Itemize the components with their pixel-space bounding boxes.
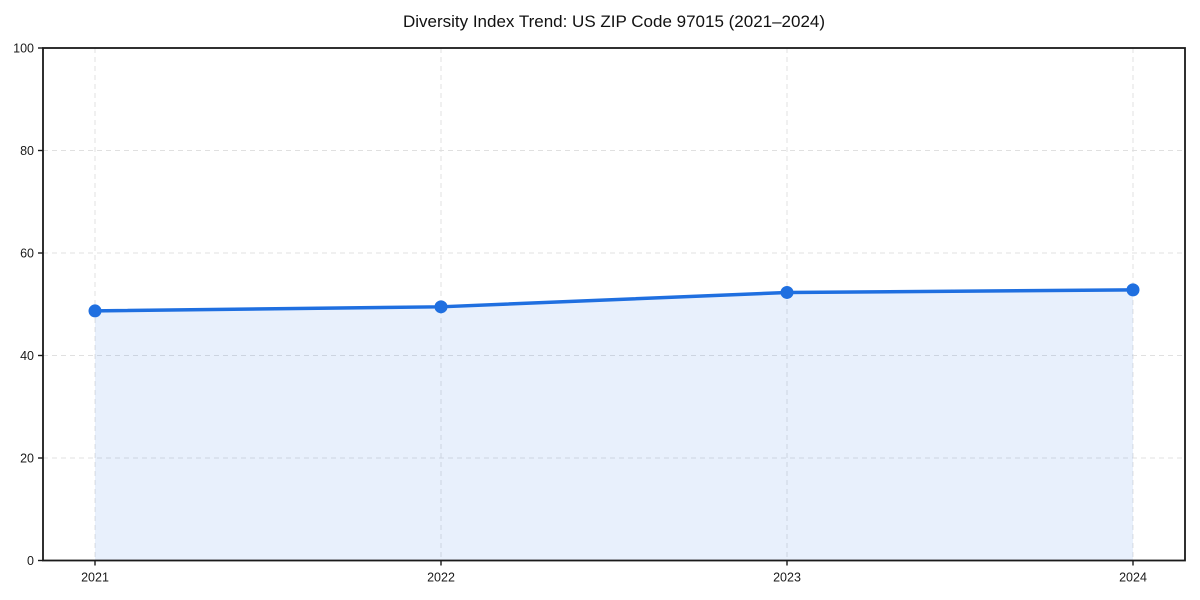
data-point-marker (434, 300, 448, 314)
y-axis-tick-label: 100 (13, 42, 34, 56)
data-point-markers (88, 283, 1140, 318)
area-fill (95, 289, 1133, 561)
gridlines (43, 48, 1185, 561)
tick-labels: 0 20 40 60 80 100 2021 2022 2023 2024 (13, 42, 1147, 585)
chart-title: Diversity Index Trend: US ZIP Code 97015… (403, 12, 825, 31)
y-axis-tick-label: 0 (27, 554, 34, 568)
y-axis-tick-label: 20 (20, 452, 34, 466)
x-axis-tick-label: 2023 (773, 571, 801, 585)
y-axis-tick-label: 40 (20, 349, 34, 363)
trend-line (93, 288, 1135, 313)
x-axis-tick-label: 2022 (427, 571, 455, 585)
data-point-marker (88, 304, 102, 318)
axes-frame (38, 47, 1186, 566)
x-axis-tick-label: 2024 (1119, 571, 1147, 585)
y-axis-tick-label: 60 (20, 247, 34, 261)
y-axis-tick-label: 80 (20, 144, 34, 158)
data-point-marker (1126, 283, 1140, 297)
plot-frame (42, 47, 1186, 562)
area-under-line (95, 289, 1133, 561)
data-point-marker (780, 285, 794, 299)
x-axis-tick-label: 2021 (81, 571, 109, 585)
series-line (93, 288, 1135, 313)
